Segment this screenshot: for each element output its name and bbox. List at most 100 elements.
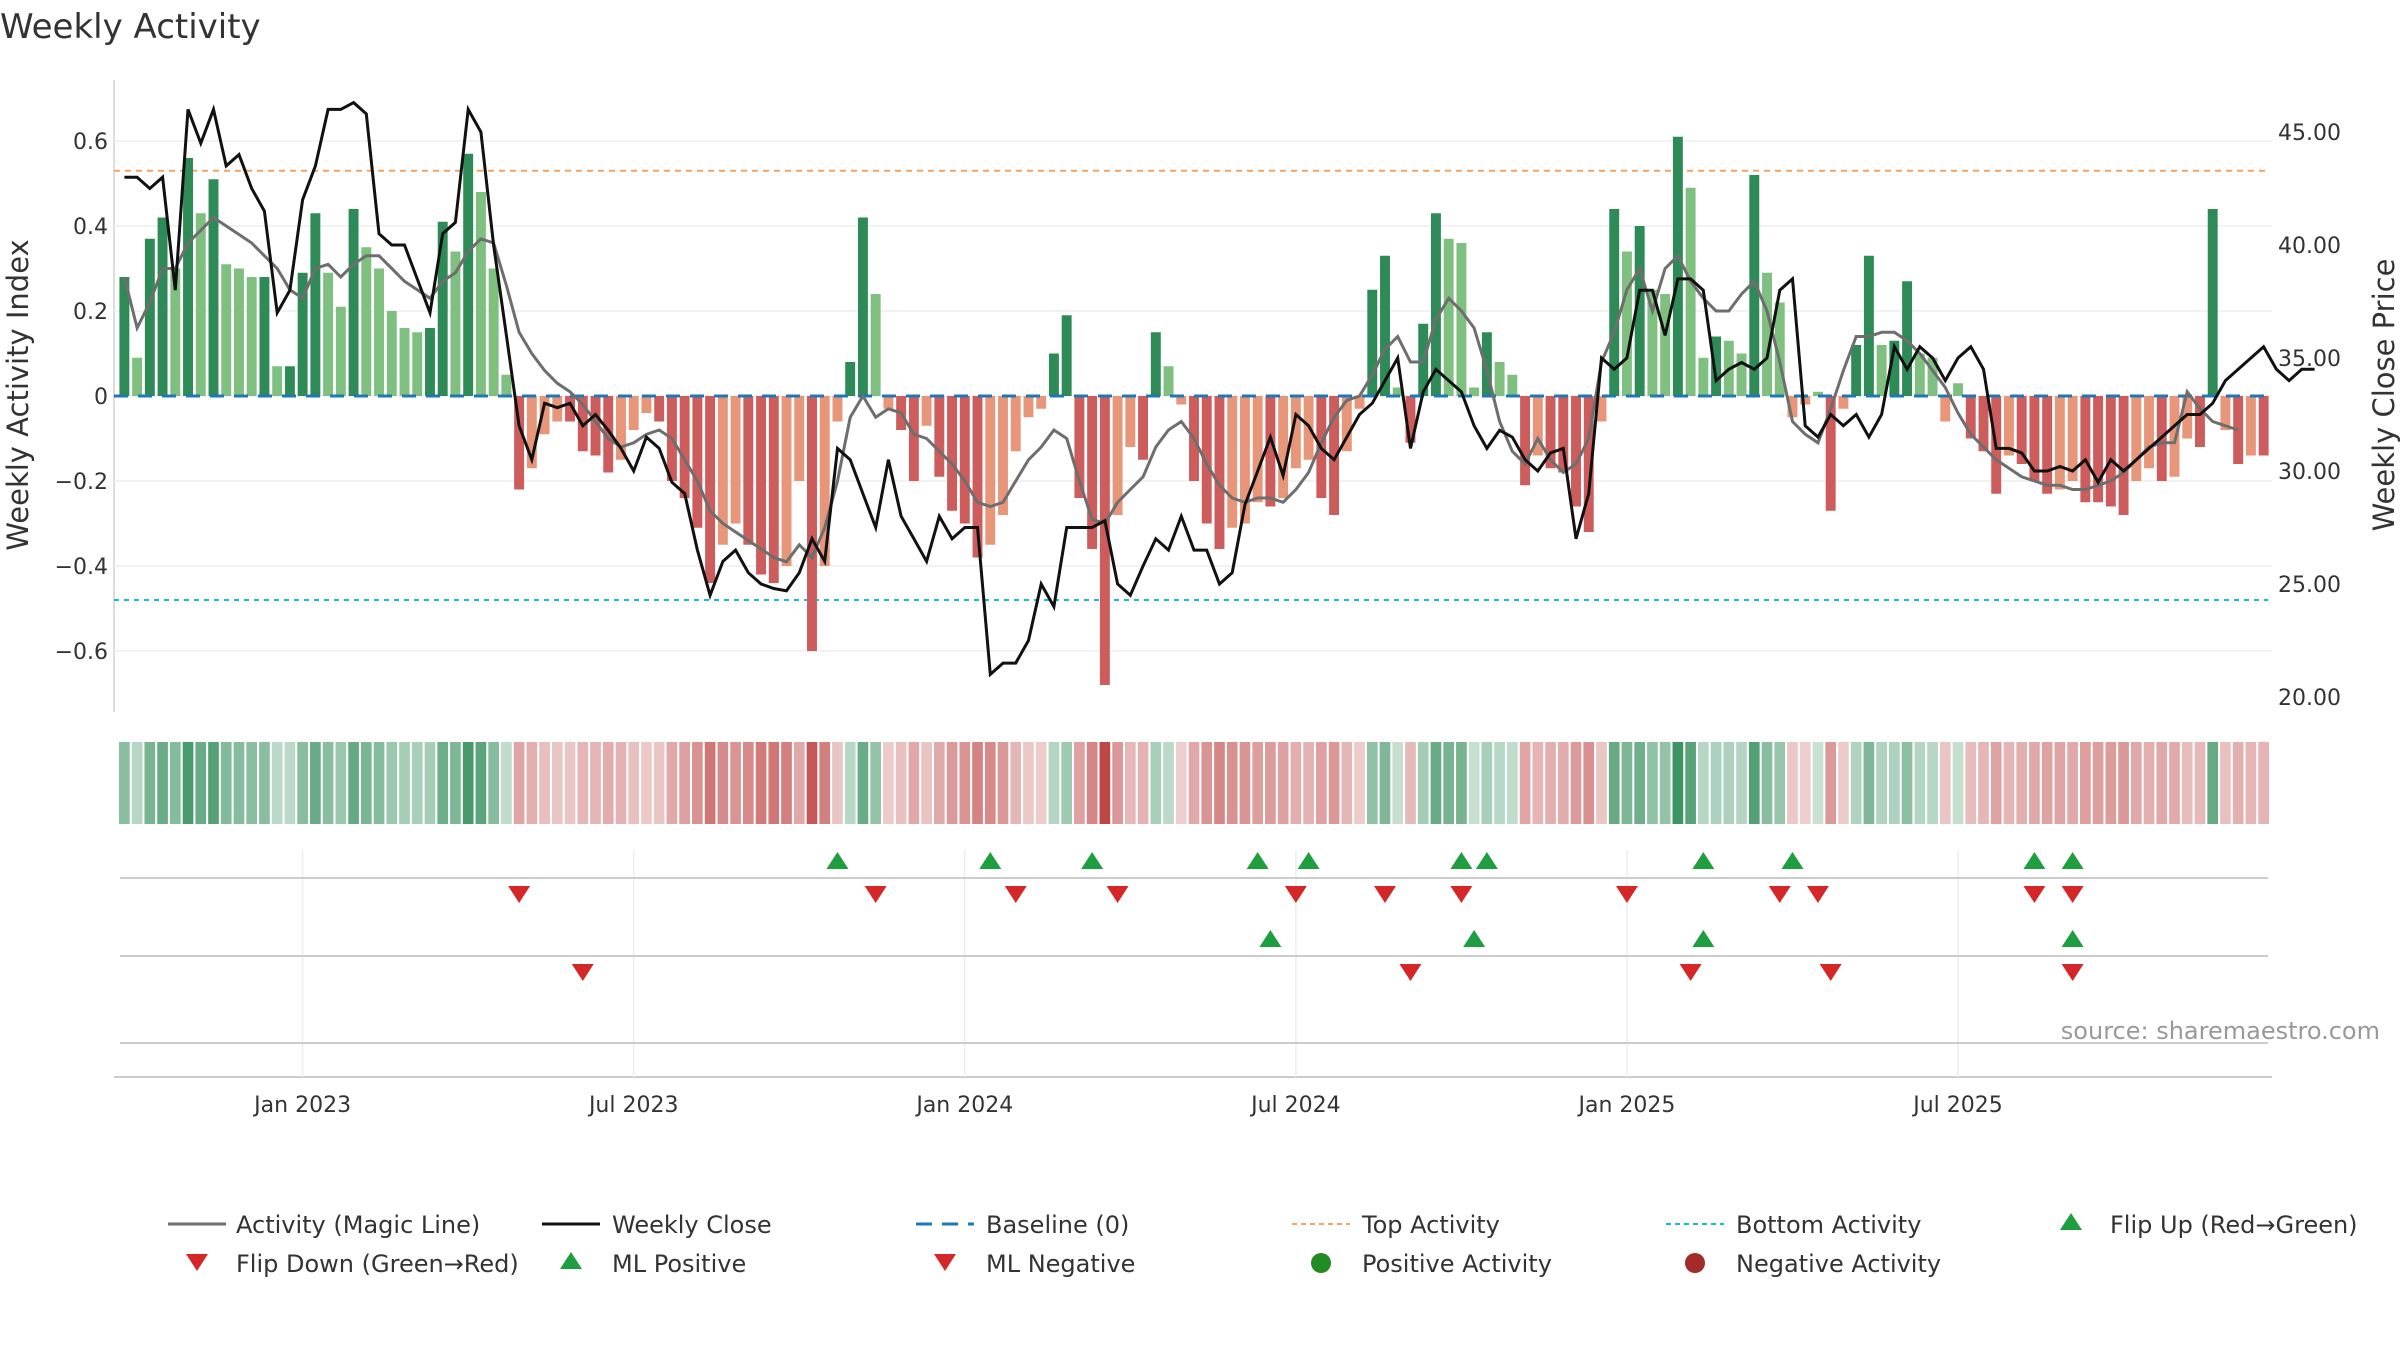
activity-bar bbox=[2258, 396, 2269, 456]
activity-bar bbox=[1380, 255, 1390, 396]
legend-negative-activity-dot-icon bbox=[1685, 1253, 1705, 1273]
activity-bar bbox=[1647, 289, 1658, 396]
strip-cell bbox=[1035, 742, 1047, 824]
activity-bar bbox=[208, 179, 219, 396]
activity-bar bbox=[1341, 396, 1352, 452]
legend-ml-positive: ML Positive bbox=[560, 1250, 746, 1278]
strip-cell bbox=[1188, 742, 1200, 824]
activity-bars bbox=[119, 136, 2269, 685]
activity-bar bbox=[1201, 396, 1212, 524]
activity-bar bbox=[1125, 396, 1136, 447]
strip-cell bbox=[742, 742, 754, 824]
strip-cell bbox=[577, 742, 589, 824]
left-tick-label: 0.4 bbox=[73, 215, 108, 240]
strip-cell bbox=[1112, 742, 1123, 824]
strip-cell bbox=[1252, 742, 1264, 824]
strip-cell bbox=[2054, 742, 2066, 824]
strip-cell bbox=[373, 742, 385, 824]
activity-bar bbox=[1456, 243, 1467, 396]
activity-bar bbox=[947, 396, 958, 511]
activity-bar bbox=[1252, 396, 1263, 503]
ml-negative-marker bbox=[2061, 964, 2084, 981]
activity-bar bbox=[998, 396, 1008, 515]
activity-bar bbox=[1532, 396, 1543, 456]
activity-bar bbox=[2093, 396, 2104, 503]
flip-up-marker bbox=[1246, 852, 1269, 869]
activity-bar bbox=[2105, 396, 2116, 507]
strip-cell bbox=[1137, 742, 1149, 824]
activity-bar bbox=[692, 396, 703, 528]
activity-bar bbox=[1889, 340, 1900, 396]
strip-cell bbox=[1812, 742, 1824, 824]
activity-bar bbox=[310, 213, 321, 396]
activity-bar bbox=[1660, 294, 1671, 396]
strip-cell bbox=[1214, 742, 1225, 824]
strip-cell bbox=[1850, 742, 1862, 824]
source-text: source: sharemaestro.com bbox=[2061, 1017, 2380, 1045]
activity-bar bbox=[1010, 396, 1021, 452]
activity-bar bbox=[985, 396, 996, 545]
strip-cell bbox=[1341, 742, 1353, 824]
strip-cell bbox=[1698, 742, 1709, 824]
activity-bar bbox=[1672, 136, 1683, 396]
strip-cell bbox=[501, 742, 512, 824]
strip-cell bbox=[462, 742, 474, 824]
activity-bar bbox=[1430, 213, 1441, 396]
legend-baseline-label: Baseline (0) bbox=[986, 1211, 1129, 1239]
activity-bar bbox=[1940, 396, 1951, 422]
strip-cell bbox=[1354, 742, 1365, 824]
flip-down-marker bbox=[1768, 886, 1791, 903]
legend-positive-activity-label: Positive Activity bbox=[1362, 1250, 1552, 1278]
activity-bar bbox=[1329, 396, 1340, 515]
flip-down-marker bbox=[1450, 886, 1473, 903]
left-tick-label: 0.6 bbox=[73, 130, 108, 155]
activity-bar bbox=[170, 268, 181, 396]
strip-cell bbox=[1099, 742, 1111, 824]
right-tick-label: 45.00 bbox=[2278, 121, 2341, 146]
strip-cell bbox=[1456, 742, 1467, 824]
strip-cell bbox=[1506, 742, 1518, 824]
legend-bottom-activity: Bottom Activity bbox=[1666, 1211, 1921, 1239]
activity-bar bbox=[705, 396, 716, 583]
strip-cell bbox=[2029, 742, 2040, 824]
activity-bar bbox=[1825, 396, 1836, 511]
activity-bar bbox=[195, 213, 206, 396]
legend: Activity (Magic Line) Weekly Close Basel… bbox=[168, 1211, 2358, 1278]
flip-up-marker bbox=[1692, 852, 1715, 869]
strip-cell bbox=[717, 742, 729, 824]
activity-bar bbox=[348, 209, 359, 396]
activity-bar bbox=[2067, 396, 2078, 481]
x-tick-label: Jan 2024 bbox=[914, 1093, 1013, 1118]
magic-line-series bbox=[122, 215, 2239, 564]
activity-bar bbox=[2118, 396, 2129, 515]
activity-bar bbox=[857, 217, 868, 396]
strip-cell bbox=[984, 742, 996, 824]
legend-weekly-close: Weekly Close bbox=[542, 1211, 772, 1239]
x-tick-label: Jan 2023 bbox=[252, 1093, 351, 1118]
activity-bar bbox=[1876, 345, 1887, 396]
activity-bar bbox=[565, 396, 576, 422]
strip-cell bbox=[768, 742, 780, 824]
activity-bar bbox=[246, 277, 257, 396]
activity-bar bbox=[183, 158, 194, 396]
activity-bar bbox=[1290, 396, 1301, 469]
legend-positive-activity: Positive Activity bbox=[1311, 1250, 1552, 1278]
activity-bar bbox=[1927, 357, 1938, 396]
strip-cell bbox=[551, 742, 563, 824]
strip-cell bbox=[781, 742, 792, 824]
strip-cell bbox=[2169, 742, 2180, 824]
strip-cell bbox=[1519, 742, 1531, 824]
strip-cell bbox=[946, 742, 958, 824]
strip-cell bbox=[1647, 742, 1658, 824]
activity-bar bbox=[259, 277, 270, 396]
strip-cell bbox=[806, 742, 818, 824]
strip-cell bbox=[1901, 742, 1913, 824]
activity-bar bbox=[794, 396, 805, 481]
strip-cell bbox=[220, 742, 232, 824]
flip-up-marker bbox=[1475, 852, 1498, 869]
activity-bar bbox=[2029, 396, 2040, 481]
right-axis-label: Weekly Close Price bbox=[2367, 259, 2400, 532]
strip-cell bbox=[1672, 742, 1684, 824]
activity-bar bbox=[934, 396, 945, 477]
strip-cell bbox=[793, 742, 805, 824]
